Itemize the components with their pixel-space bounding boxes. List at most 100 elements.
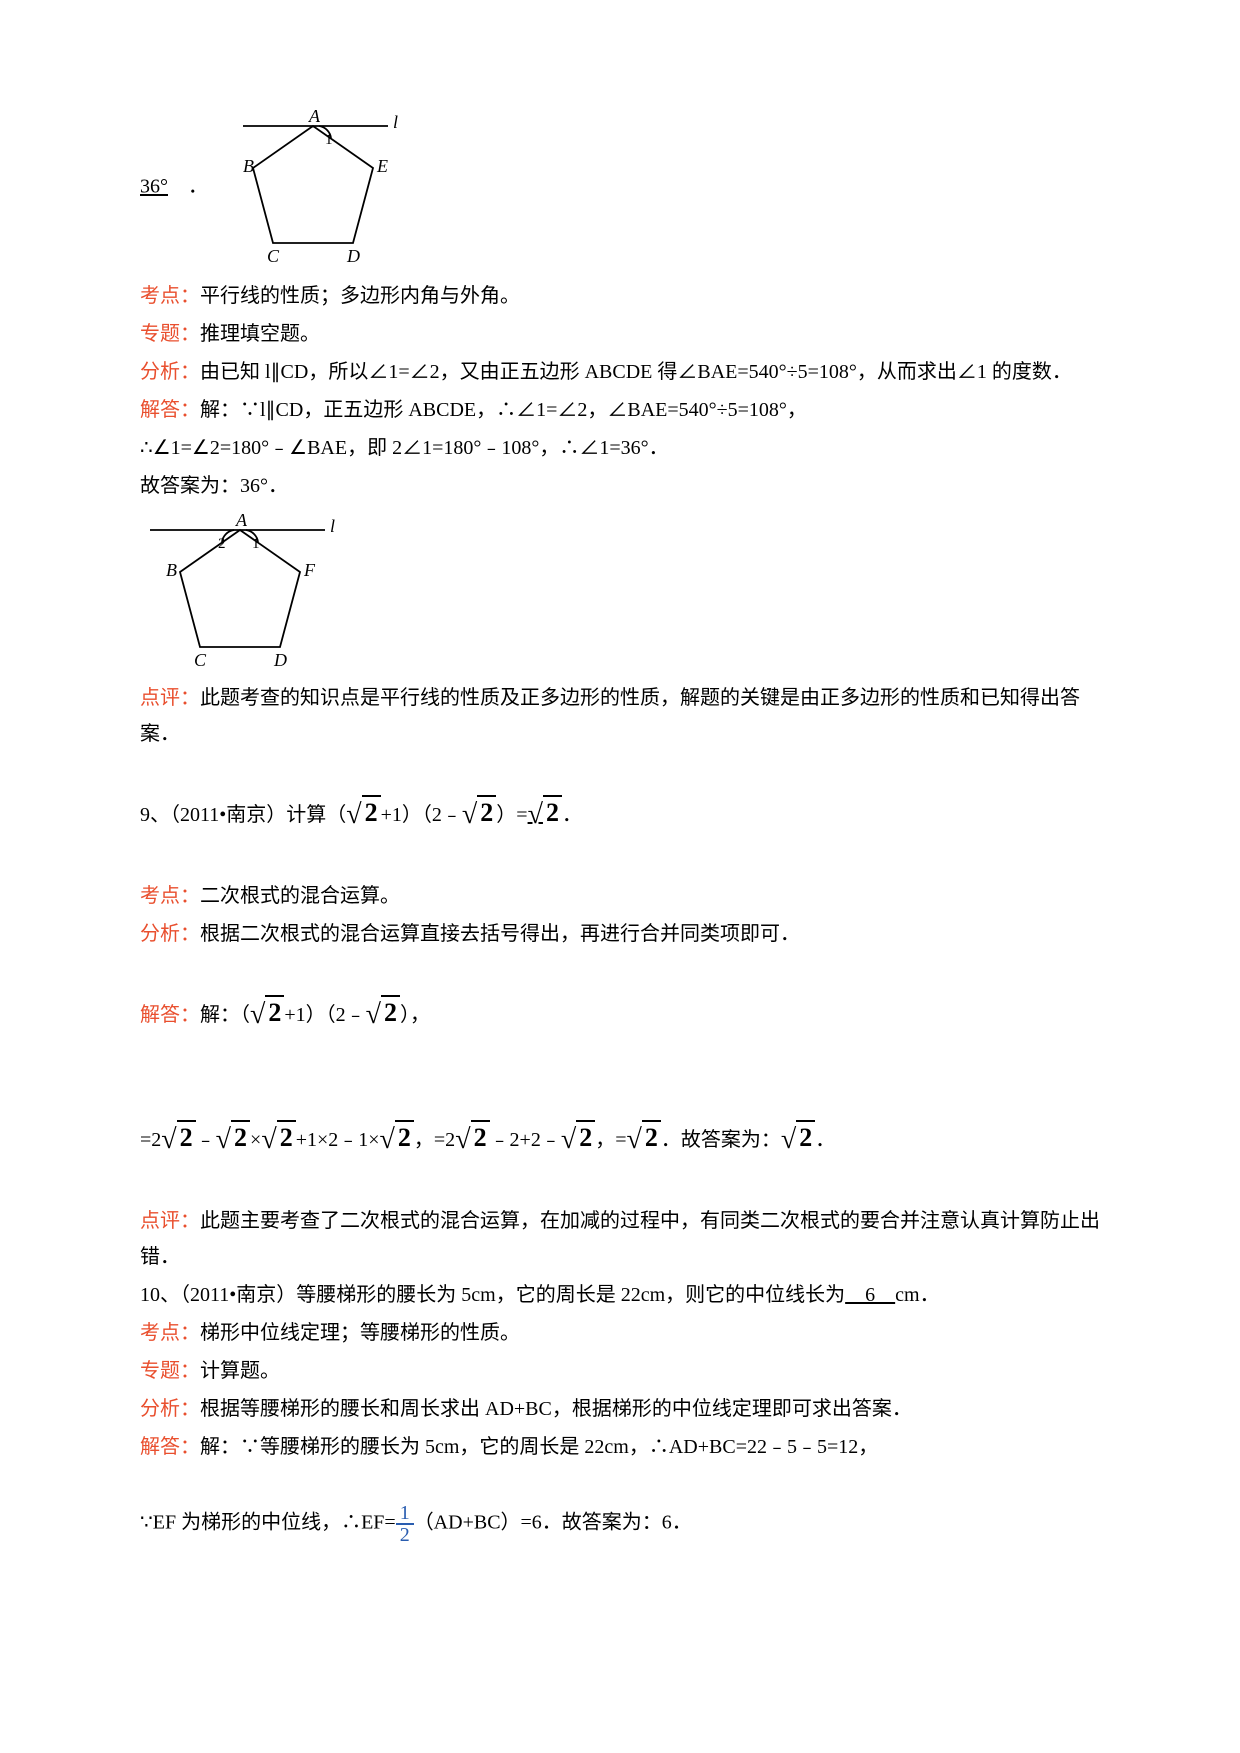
l3d: +1×2﹣1× [296, 1129, 380, 1151]
sqrt2: 2 [642, 1120, 661, 1153]
q9-num: 9、（2011•南京）计算（ [140, 804, 346, 826]
q9-fenxi: 分析：根据二次根式的混合运算直接去括号得出，再进行合并同类项即可． [140, 916, 1100, 952]
l3f: ﹣2+2﹣ [490, 1129, 561, 1151]
fenxi-text: 由已知 l∥CD，所以∠1=∠2，又由正五边形 ABCDE 得∠BAE=540°… [200, 361, 1072, 383]
l2b: （AD+BC）=6．故答案为：6． [414, 1512, 692, 1534]
label-l: l [330, 516, 335, 536]
fraction-half: 12 [396, 1503, 414, 1545]
mid: +1）（2﹣ [284, 1004, 365, 1026]
pentagon-shape [243, 126, 388, 243]
label-F: F [303, 560, 316, 580]
q9-kaodian: 考点：二次根式的混合运算。 [140, 878, 1100, 914]
kaodian-text: 平行线的性质；多边形内角与外角。 [200, 285, 520, 307]
label-A: A [235, 512, 248, 530]
zhuanti-text: 推理填空题。 [200, 323, 320, 345]
label-angle1: 1 [325, 132, 333, 148]
l3h: ．故答案为： [661, 1129, 781, 1151]
l3i: ． [815, 1129, 835, 1151]
l3b: ﹣ [196, 1129, 216, 1151]
sqrt2: 2 [177, 1120, 196, 1153]
q8-answer-with-diagram: 36° ． A B C D E l 1 [140, 100, 1100, 276]
q9-plus1: +1）（2﹣ [381, 804, 462, 826]
q8-fenxi: 分析：由已知 l∥CD，所以∠1=∠2，又由正五边形 ABCDE 得∠BAE=5… [140, 354, 1100, 390]
sqrt2: 2 [277, 1120, 296, 1153]
end: ）， [400, 1004, 430, 1026]
jieda-l1: ∵l∥CD，正五边形 ABCDE，∴∠1=∠2，∠BAE=540°÷5=108°… [240, 399, 807, 421]
label-D: D [273, 650, 287, 670]
sqrt2: 2 [576, 1120, 595, 1153]
fenxi-text: 根据二次根式的混合运算直接去括号得出，再进行合并同类项即可． [200, 923, 800, 945]
q8-answer: 36° [140, 176, 168, 198]
sqrt2: 2 [543, 795, 562, 828]
jieda-prefix: 解： [200, 1436, 240, 1458]
label-A: A [308, 108, 321, 126]
jieda-label: 解答： [140, 1004, 200, 1026]
label-E: E [376, 156, 388, 176]
q9-period: ． [562, 804, 582, 826]
sqrt2: 2 [231, 1120, 250, 1153]
label-l: l [393, 112, 398, 132]
l3e: ，=2 [414, 1129, 455, 1151]
fenxi-text: 根据等腰梯形的腰长和周长求出 AD+BC，根据梯形的中位线定理即可求出答案． [200, 1398, 912, 1420]
kaodian-label: 考点： [140, 885, 200, 907]
q8-kaodian: 考点：平行线的性质；多边形内角与外角。 [140, 278, 1100, 314]
q9-stem: 9、（2011•南京）计算（√2+1）（2﹣√2）=√2． [140, 790, 1100, 840]
q8-jieda-3: 故答案为：36°． [140, 468, 1100, 504]
q9-jieda-2: =2√2﹣√2×√2+1×2﹣1×√2，=2√2﹣2+2﹣√2，=√2．故答案为… [140, 1115, 1100, 1165]
label-B: B [243, 156, 254, 176]
jieda-text: ∵等腰梯形的腰长为 5cm，它的周长是 22cm，∴AD+BC=22﹣5﹣5=1… [240, 1436, 878, 1458]
jieda-label: 解答： [140, 399, 200, 421]
jieda-l3: 故答案为：36°． [140, 475, 288, 497]
dianping-label: 点评： [140, 1210, 200, 1232]
sqrt2: 2 [381, 995, 400, 1028]
l3a: =2 [140, 1129, 161, 1151]
kaodian-label: 考点： [140, 285, 200, 307]
zhuanti-label: 专题： [140, 323, 200, 345]
kaodian-label: 考点： [140, 1322, 200, 1344]
q9-close: ）= [496, 804, 527, 826]
q8-zhuanti: 专题：推理填空题。 [140, 316, 1100, 352]
pentagon-diagram-2: A B C D F l 1 2 [140, 512, 340, 672]
q10-answer: 6 [845, 1284, 895, 1306]
q10-jieda: 解答：解：∵等腰梯形的腰长为 5cm，它的周长是 22cm，∴AD+BC=22﹣… [140, 1429, 1100, 1465]
jieda-prefix: 解： [200, 399, 240, 421]
jieda-prefix: 解：（ [200, 1004, 250, 1026]
zhuanti-text: 计算题。 [200, 1360, 280, 1382]
label-angle1: 1 [252, 536, 260, 552]
label-C: C [267, 246, 280, 266]
q8-jieda-1: 解答：解：∵l∥CD，正五边形 ABCDE，∴∠1=∠2，∠BAE=540°÷5… [140, 392, 1100, 428]
zhuanti-label: 专题： [140, 1360, 200, 1382]
q8-dianping: 点评：此题考查的知识点是平行线的性质及正多边形的性质，解题的关键是由正多边形的性… [140, 680, 1100, 752]
sqrt2: 2 [477, 795, 496, 828]
q10-fenxi: 分析：根据等腰梯形的腰长和周长求出 AD+BC，根据梯形的中位线定理即可求出答案… [140, 1391, 1100, 1427]
jieda-label: 解答： [140, 1436, 200, 1458]
label-B: B [166, 560, 177, 580]
dianping-text: 此题主要考查了二次根式的混合运算，在加减的过程中，有同类二次根式的要合并注意认真… [140, 1210, 1100, 1268]
l3c: × [250, 1129, 261, 1151]
sqrt2: 2 [395, 1120, 414, 1153]
sqrt2: 2 [796, 1120, 815, 1153]
fenxi-label: 分析： [140, 1398, 200, 1420]
frac-num: 1 [396, 1503, 414, 1525]
q10-stem-a: 10、（2011•南京）等腰梯形的腰长为 5cm，它的周长是 22cm，则它的中… [140, 1284, 845, 1306]
label-angle2: 2 [218, 536, 226, 552]
frac-den: 2 [396, 1525, 414, 1545]
q10-jieda-2: ∵EF 为梯形的中位线，∴EF=12（AD+BC）=6．故答案为：6． [140, 1503, 1100, 1545]
pentagon-shape-2 [150, 530, 325, 647]
kaodian-text: 二次根式的混合运算。 [200, 885, 400, 907]
kaodian-text: 梯形中位线定理；等腰梯形的性质。 [200, 1322, 520, 1344]
sqrt2: 2 [362, 795, 381, 828]
dianping-text: 此题考查的知识点是平行线的性质及正多边形的性质，解题的关键是由正多边形的性质和已… [140, 687, 1080, 745]
l2a: ∵EF 为梯形的中位线，∴EF= [140, 1512, 396, 1534]
jieda-l2: ∴∠1=∠2=180°﹣∠BAE，即 2∠1=180°﹣108°，∴∠1=36°… [140, 437, 669, 459]
dianping-label: 点评： [140, 687, 200, 709]
sqrt2: 2 [265, 995, 284, 1028]
q10-kaodian: 考点：梯形中位线定理；等腰梯形的性质。 [140, 1315, 1100, 1351]
pentagon-diagram-1: A B C D E l 1 [213, 108, 413, 268]
q10-stem: 10、（2011•南京）等腰梯形的腰长为 5cm，它的周长是 22cm，则它的中… [140, 1277, 1100, 1313]
l3g: ，= [595, 1129, 626, 1151]
q8-jieda-2: ∴∠1=∠2=180°﹣∠BAE，即 2∠1=180°﹣108°，∴∠1=36°… [140, 430, 1100, 466]
q9-jieda-1: 解答：解：（√2+1）（2﹣√2）， [140, 990, 1100, 1040]
label-C: C [194, 650, 207, 670]
fenxi-label: 分析： [140, 923, 200, 945]
